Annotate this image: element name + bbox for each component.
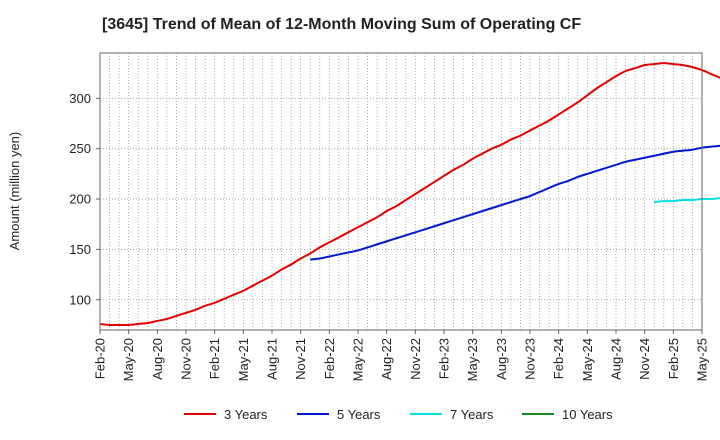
legend: 3 Years 5 Years 7 Years 10 Years [184, 407, 613, 422]
x-tick-label: Feb-20 [93, 338, 108, 379]
y-tick-label: 250 [69, 141, 91, 156]
x-tick-label: Aug-21 [265, 338, 280, 380]
x-tick-label: Feb-22 [322, 338, 337, 379]
x-tick-label: May-25 [695, 338, 710, 381]
x-tick-label: Aug-24 [609, 338, 624, 380]
x-tick-label: Nov-22 [408, 338, 423, 380]
y-axis-ticks: 100 150 200 250 300 [69, 91, 100, 307]
legend-label-7-years: 7 Years [450, 407, 494, 422]
y-tick-label: 150 [69, 242, 91, 257]
x-tick-label: Feb-23 [437, 338, 452, 379]
x-tick-label: Nov-23 [523, 338, 538, 380]
x-tick-label: May-20 [121, 338, 136, 381]
legend-label-10-years: 10 Years [562, 407, 613, 422]
x-tick-label: Feb-24 [551, 338, 566, 379]
series-line-7-years [654, 197, 720, 204]
x-tick-label: May-21 [236, 338, 251, 381]
x-axis-ticks: Feb-20 May-20 Aug-20 Nov-20 Feb-21 May-21 Aug-… [93, 330, 710, 381]
plot-area-frame [99, 52, 703, 331]
y-tick-label: 200 [69, 192, 91, 207]
y-axis-label: Amount (million yen) [7, 132, 22, 251]
x-tick-label: Aug-22 [379, 338, 394, 380]
series-group [99, 62, 720, 327]
series-line-3-years [99, 62, 720, 327]
x-tick-label: Feb-21 [207, 338, 222, 379]
x-tick-label: May-23 [465, 338, 480, 381]
x-tick-label: May-22 [351, 338, 366, 381]
x-tick-label: Aug-23 [494, 338, 509, 380]
chart-title: [3645] Trend of Mean of 12-Month Moving … [102, 16, 581, 33]
x-tick-label: Feb-25 [666, 338, 681, 379]
legend-label-5-years: 5 Years [337, 407, 381, 422]
series-line-5-years [310, 144, 720, 261]
legend-label-3-years: 3 Years [224, 407, 268, 422]
x-tick-label: Nov-24 [637, 338, 652, 380]
y-tick-label: 100 [69, 292, 91, 307]
grid [100, 53, 702, 330]
y-tick-label: 300 [69, 91, 91, 106]
x-tick-label: Nov-21 [293, 338, 308, 380]
x-tick-label: May-24 [580, 338, 595, 381]
x-tick-label: Nov-20 [179, 338, 194, 380]
x-tick-label: Aug-20 [150, 338, 165, 380]
